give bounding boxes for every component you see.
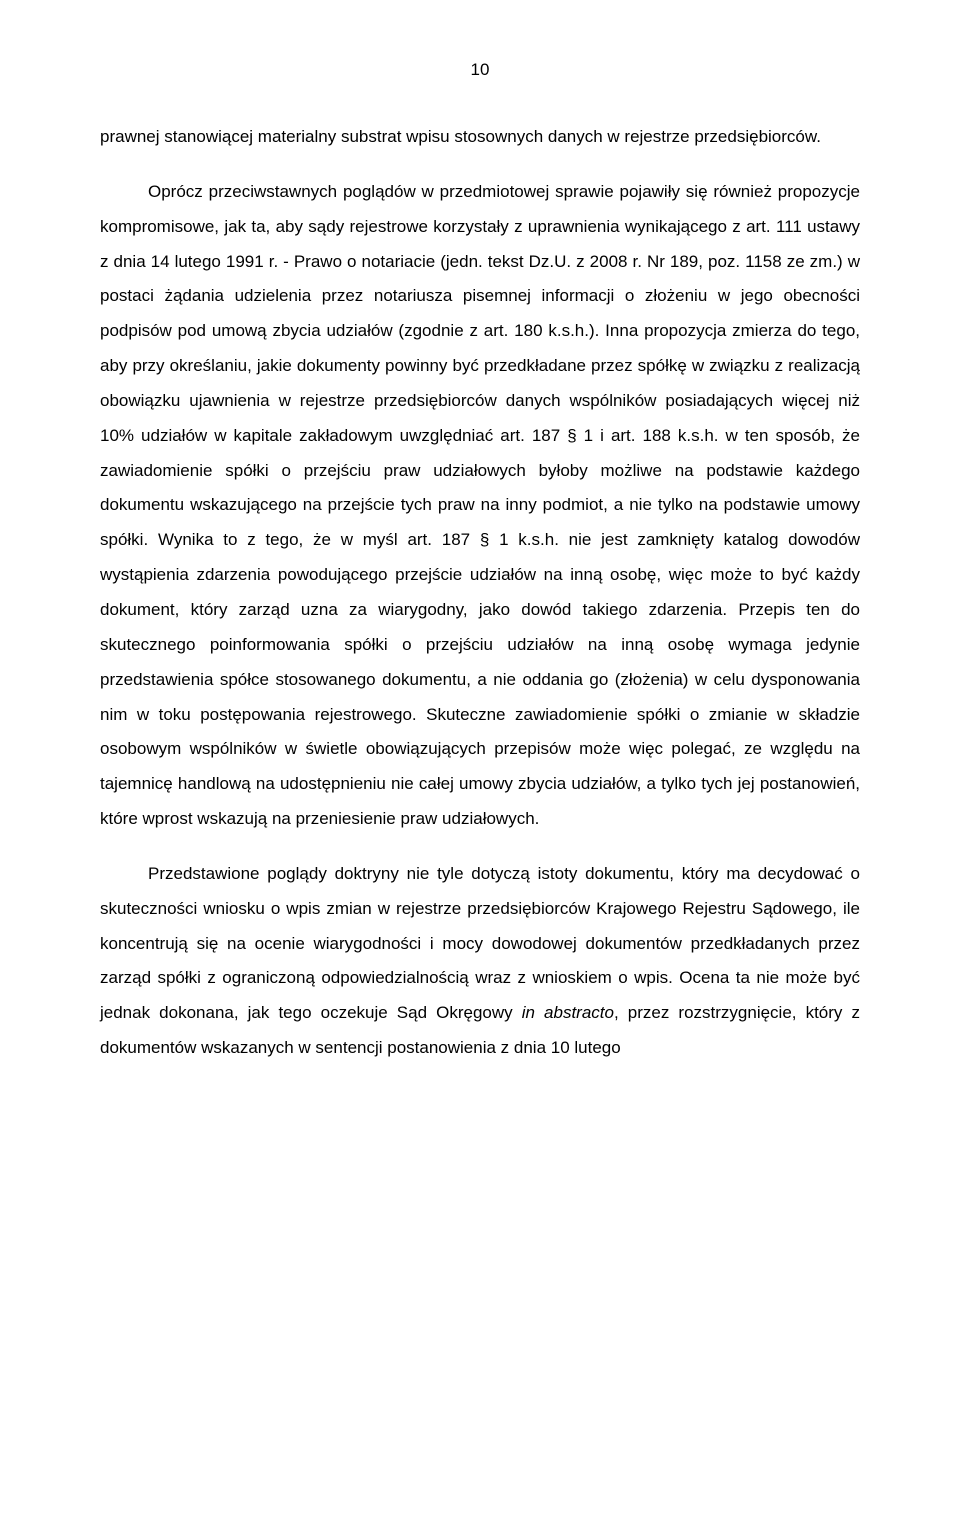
- page-number: 10: [100, 60, 860, 80]
- text-span: in abstracto: [522, 1003, 614, 1022]
- paragraph-2: Oprócz przeciwstawnych poglądów w przedm…: [100, 175, 860, 837]
- text-span: prawnej stanowiącej materialny substrat …: [100, 127, 821, 146]
- text-span: Oprócz przeciwstawnych poglądów w przedm…: [100, 182, 860, 828]
- page-body: prawnej stanowiącej materialny substrat …: [100, 120, 860, 1066]
- text-span: Przedstawione poglądy doktryny nie tyle …: [100, 864, 860, 1022]
- paragraph-1: prawnej stanowiącej materialny substrat …: [100, 120, 860, 155]
- paragraph-3: Przedstawione poglądy doktryny nie tyle …: [100, 857, 860, 1066]
- document-page: 10 prawnej stanowiącej materialny substr…: [0, 0, 960, 1537]
